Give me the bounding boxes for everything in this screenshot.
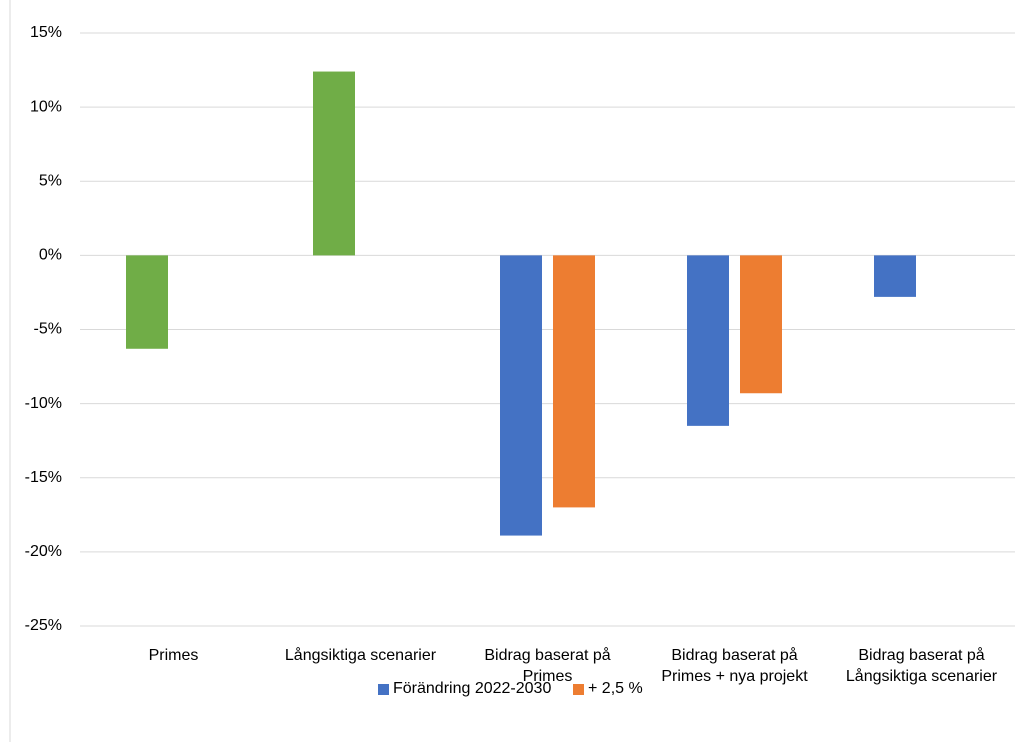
legend-swatch xyxy=(573,684,584,695)
bar xyxy=(687,255,729,426)
y-tick-label: 0% xyxy=(39,247,62,264)
bar xyxy=(313,71,355,256)
x-tick-label: Långsiktiga scenarier xyxy=(284,647,437,664)
legend-swatch xyxy=(378,684,389,695)
bar xyxy=(500,255,542,536)
y-tick-label: -20% xyxy=(25,543,62,560)
bar xyxy=(126,255,168,349)
y-tick-label: -5% xyxy=(34,321,62,338)
bar xyxy=(874,255,916,297)
y-tick-label: 15% xyxy=(30,24,62,41)
legend-label: Förändring 2022-2030 xyxy=(393,680,552,697)
x-tick-label: Bidrag baserat på Primes xyxy=(484,647,611,685)
x-tick-label: Primes xyxy=(148,647,199,664)
y-tick-label: -25% xyxy=(25,617,62,634)
y-tick-label: 5% xyxy=(39,172,62,189)
legend-label: + 2,5 % xyxy=(588,680,643,697)
y-tick-label: -15% xyxy=(25,469,62,486)
y-tick-label: -10% xyxy=(25,395,62,412)
y-tick-label: 10% xyxy=(30,98,62,115)
x-tick-label: Bidrag baserat på Primes + nya projekt xyxy=(661,647,808,685)
chart-border xyxy=(9,0,11,742)
bar xyxy=(740,255,782,394)
bar xyxy=(553,255,595,508)
x-tick-label: Bidrag baserat på Långsiktiga scenarier xyxy=(845,647,998,685)
